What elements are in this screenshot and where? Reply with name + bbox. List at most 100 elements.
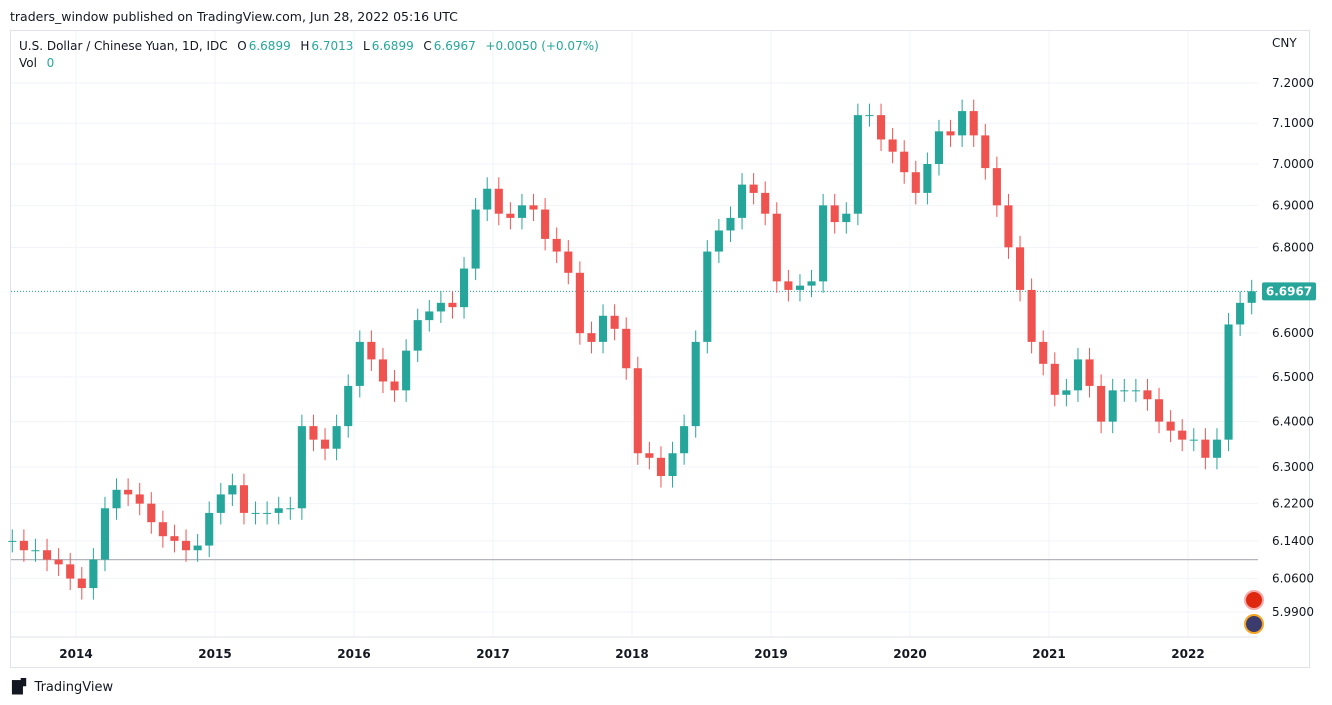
candle-body: [402, 350, 411, 391]
candle-body: [668, 453, 677, 477]
candle-body: [344, 385, 353, 427]
us-flag-icon: [1244, 614, 1264, 634]
candle-body: [297, 426, 306, 509]
candle-body: [529, 205, 538, 210]
candle-body: [807, 281, 816, 286]
candle-body: [795, 285, 805, 290]
candle-body: [1212, 439, 1222, 458]
price-axis: CNY 7.2000 7.1000 7.0000 6.9000 6.8000 6.6000 6…: [1244, 36, 1316, 634]
china-flag-icon: [1244, 590, 1264, 610]
candle-body: [89, 559, 98, 589]
price-tick-label: 6.3000: [1272, 460, 1314, 474]
candle-body: [1247, 291, 1256, 303]
high-label: H: [300, 39, 310, 53]
candle-body: [239, 485, 249, 513]
candle-body: [100, 508, 110, 560]
candle-body: [19, 540, 28, 551]
close-value: 6.6967: [433, 39, 476, 53]
candle-body: [564, 251, 573, 273]
candle-body: [66, 564, 75, 579]
candle-body: [575, 272, 584, 334]
candle-body: [494, 188, 503, 214]
candle-body: [436, 302, 445, 312]
last-price-badge: [1262, 282, 1316, 301]
candle-body: [1073, 359, 1083, 391]
tradingview-logo-icon: ▇▘: [12, 679, 31, 695]
candle-body: [112, 489, 121, 509]
candle-body: [981, 135, 990, 169]
candle-body: [193, 545, 202, 551]
price-tick-label: 7.2000: [1272, 76, 1314, 90]
candle-body: [390, 381, 399, 391]
tradingview-logo[interactable]: ▇▘ TradingView: [12, 679, 113, 695]
candle-body: [274, 508, 283, 513]
candle-body: [517, 205, 527, 218]
candle-body: [934, 131, 944, 164]
chart-legend: U.S. Dollar / Chinese Yuan, 1D, IDC O 6.6…: [19, 38, 601, 72]
candle-body: [31, 550, 40, 552]
candle-body: [309, 426, 318, 440]
candle-body: [1027, 289, 1036, 342]
price-tick-label: 7.0000: [1272, 157, 1314, 171]
candle-body: [749, 184, 758, 193]
candle-body: [958, 111, 967, 136]
candle-body: [610, 315, 619, 329]
candle-body: [842, 213, 851, 223]
candle-body: [1131, 390, 1140, 392]
candle-body: [1097, 385, 1106, 422]
candle-body: [170, 536, 179, 541]
time-tick-label: 2021: [1032, 647, 1065, 661]
candle-body: [1108, 390, 1117, 422]
grid: [11, 31, 1258, 637]
change-value: +0.0050 (+0.07%): [485, 39, 599, 53]
candle-body: [483, 188, 492, 210]
candle-body: [251, 512, 260, 514]
candle-body: [992, 168, 1001, 206]
symbol-title[interactable]: U.S. Dollar / Chinese Yuan, 1D, IDC: [19, 39, 228, 53]
candle-body: [819, 205, 828, 282]
candle-body: [726, 217, 735, 231]
time-tick-label: 2018: [615, 647, 648, 661]
brand-name: TradingView: [34, 679, 114, 695]
candle-body: [622, 328, 631, 369]
candle-body: [355, 341, 364, 386]
time-tick-label: 2017: [476, 647, 509, 661]
candle-body: [946, 131, 955, 136]
price-tick-label: 6.4000: [1272, 415, 1314, 429]
candle-body: [1050, 363, 1059, 395]
candle-body: [598, 315, 608, 342]
candle-body: [737, 184, 747, 218]
candle-body: [286, 508, 295, 510]
candle-body: [645, 453, 654, 458]
candle-body: [876, 115, 886, 140]
candle-body: [853, 115, 862, 214]
price-tick-label: 6.5000: [1272, 370, 1314, 384]
candle-body: [911, 172, 920, 193]
candle-body: [77, 578, 86, 589]
candle-body: [1201, 439, 1210, 458]
candle-body: [772, 213, 781, 282]
candle-body: [888, 139, 897, 152]
candle-body: [1236, 302, 1245, 325]
low-label: L: [363, 39, 370, 53]
candle-body: [367, 341, 376, 360]
candle-body: [506, 213, 515, 218]
candle-body: [135, 494, 144, 504]
candle-body: [1189, 439, 1198, 441]
close-label: C: [423, 39, 432, 53]
candle-body: [216, 494, 225, 513]
candle-body: [865, 115, 874, 117]
candle-body: [413, 320, 422, 351]
candle-body: [228, 485, 237, 495]
open-value: 6.6899: [248, 39, 291, 53]
candle-body: [205, 512, 214, 546]
candle-body: [8, 540, 17, 542]
price-tick-label: 6.9000: [1272, 198, 1314, 212]
candle-body: [54, 559, 63, 565]
candle-body: [332, 426, 341, 449]
candle-body: [181, 540, 191, 551]
price-tick-label: 6.0600: [1272, 572, 1314, 586]
candle-body: [1062, 390, 1071, 395]
volume-value: 0: [46, 56, 55, 70]
